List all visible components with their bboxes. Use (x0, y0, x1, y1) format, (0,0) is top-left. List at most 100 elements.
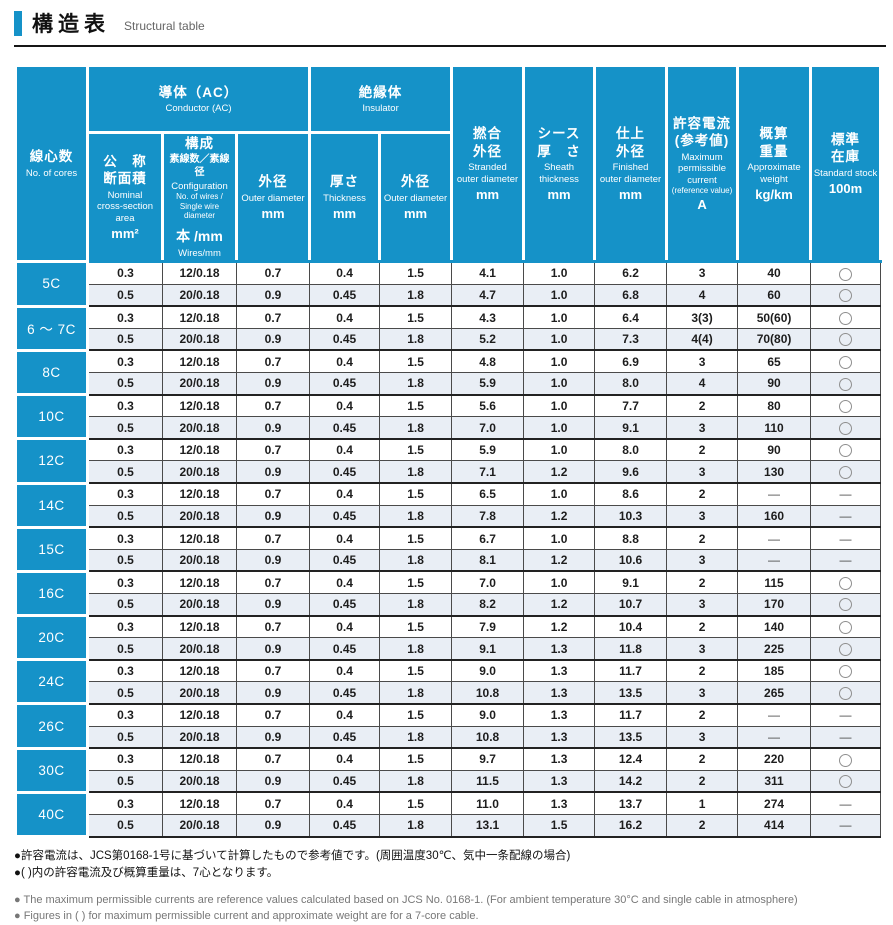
table-row: 0.5 20/0.18 0.9 0.45 1.8 13.1 1.5 16.2 2 414 ― (16, 813, 882, 838)
table-cell: 4 (666, 372, 739, 396)
table-cell: 414 (737, 813, 812, 838)
footnotes-japanese: ●許容電流は、JCS第0168-1号に基づいて計算したもので参考値です。(周囲温… (14, 848, 879, 883)
table-cell: 6.5 (451, 482, 525, 506)
row-group-label: 15C (14, 525, 89, 573)
table-row: 5C 0.3 12/0.18 0.7 0.4 1.5 4.1 1.0 6.2 3 40 (14, 260, 882, 308)
table-cell: 1.3 (523, 791, 596, 815)
table-cell: 1.0 (523, 437, 596, 462)
header-cores: 線心数 No. of cores (14, 63, 89, 264)
table-cell: 0.5 (87, 416, 163, 440)
table-cell (810, 283, 882, 307)
header-finished-outer-diameter: 仕上 外径 Finished outer diameter mm (593, 63, 669, 264)
table-cell: 0.3 (87, 482, 163, 506)
table-cell: 1.5 (379, 482, 453, 506)
table-cell: ― (737, 702, 812, 727)
table-cell: 5.9 (451, 437, 525, 462)
table-cell: 20/0.18 (162, 813, 237, 838)
table-cell: ― (737, 482, 812, 506)
table-cell: 0.3 (87, 437, 163, 462)
table-cell: 0.9 (235, 637, 311, 661)
table-cell: 225 (737, 637, 812, 661)
table-cell: 1.8 (379, 769, 453, 793)
stock-available-circle-icon (839, 621, 853, 635)
header-standard-stock: 標準 在庫 Standard stock 100m (809, 63, 883, 264)
table-cell: 1.3 (523, 681, 596, 705)
header-conductor-group: 導体（AC） Conductor (AC) (85, 64, 312, 134)
stock-available-circle-icon (839, 642, 853, 656)
table-cell: 20/0.18 (162, 283, 237, 307)
table-row: 0.5 20/0.18 0.9 0.45 1.8 7.0 1.0 9.1 3 110 (16, 416, 882, 440)
table-cell: 8.6 (594, 482, 668, 506)
table-cell: ― (810, 482, 882, 506)
table-cell: 0.9 (235, 460, 311, 484)
table-cell: 0.45 (309, 725, 381, 749)
row-group-label: 24C (14, 658, 89, 706)
table-cell: 0.45 (309, 813, 381, 838)
table-cell: 4(4) (666, 327, 739, 351)
table-cell: 1.0 (523, 327, 596, 351)
stock-available-circle-icon (839, 753, 853, 767)
table-cell: 1.2 (523, 593, 596, 617)
table-cell: 0.5 (87, 504, 163, 528)
table-cell: 1.8 (379, 372, 453, 396)
table-cell: 115 (737, 570, 812, 595)
table-cell: 130 (737, 460, 812, 484)
row-group-label: 14C (14, 481, 89, 529)
table-cell: 8.1 (451, 548, 525, 572)
table-cell: 9.6 (594, 460, 668, 484)
stock-available-circle-icon (839, 421, 853, 435)
table-cell: 1.8 (379, 416, 453, 440)
table-cell: 8.8 (594, 526, 668, 550)
table-cell: 12/0.18 (162, 791, 237, 815)
table-cell: 0.4 (309, 658, 381, 683)
table-row: 15C 0.3 12/0.18 0.7 0.4 1.5 6.7 1.0 8.8 2 ― ― (14, 525, 882, 573)
table-cell: 2 (666, 702, 739, 727)
table-cell: 0.7 (235, 437, 311, 462)
table-cell: 0.4 (309, 437, 381, 462)
table-cell: 1.3 (523, 658, 596, 683)
header-sheath-thickness: シース 厚 さ Sheath thickness mm (522, 63, 597, 264)
table-row: 0.5 20/0.18 0.9 0.45 1.8 8.2 1.2 10.7 3 170 (16, 593, 882, 617)
table-cell: 4.1 (451, 260, 525, 285)
row-group-label: 16C (14, 569, 89, 618)
table-cell: 2 (666, 813, 739, 838)
table-cell: 1.5 (379, 658, 453, 683)
footnote-ja-2: ●( )内の許容電流及び概算重量は、7心となります。 (14, 867, 279, 880)
row-group-label: 40C (14, 790, 89, 839)
table-cell: 1.0 (523, 482, 596, 506)
stock-available-circle-icon (839, 377, 853, 391)
row-group-label: 12C (14, 437, 89, 485)
table-cell: 20/0.18 (162, 637, 237, 661)
table-cell: 0.45 (309, 372, 381, 396)
table-cell: 0.4 (309, 260, 381, 285)
stock-available-circle-icon (839, 598, 853, 612)
row-group-label: 26C (14, 702, 89, 750)
table-cell: 1.0 (523, 349, 596, 374)
table-cell (810, 460, 882, 484)
table-cell: 2 (666, 482, 739, 506)
table-cell (810, 747, 882, 771)
table-cell: 20/0.18 (162, 681, 237, 705)
table-cell: 1.5 (379, 570, 453, 595)
table-cell: 1.8 (379, 813, 453, 838)
table-cell: 12/0.18 (162, 747, 237, 771)
table-cell: 7.3 (594, 327, 668, 351)
table-cell: 0.5 (87, 327, 163, 351)
table-cell: 1.2 (523, 614, 596, 639)
table-cell: 0.9 (235, 416, 311, 440)
table-row: 30C 0.3 12/0.18 0.7 0.4 1.5 9.7 1.3 12.4 2 220 (14, 746, 882, 794)
table-cell: 185 (737, 658, 812, 683)
table-cell: 7.8 (451, 504, 525, 528)
table-cell: 70(80) (737, 327, 812, 351)
table-cell: 50(60) (737, 305, 812, 329)
table-cell: 7.1 (451, 460, 525, 484)
table-cell: 0.7 (235, 526, 311, 550)
table-cell: 1.8 (379, 504, 453, 528)
table-cell: 0.9 (235, 327, 311, 351)
table-cell: 9.1 (594, 416, 668, 440)
header-insulator-outer-diameter: 外径 Outer diameter mm (378, 130, 454, 264)
footnote-en-2: ● Figures in ( ) for maximum permissible… (14, 910, 479, 923)
table-cell: 3 (666, 637, 739, 661)
table-cell: 12/0.18 (162, 658, 237, 683)
table-cell: 0.3 (87, 702, 163, 727)
